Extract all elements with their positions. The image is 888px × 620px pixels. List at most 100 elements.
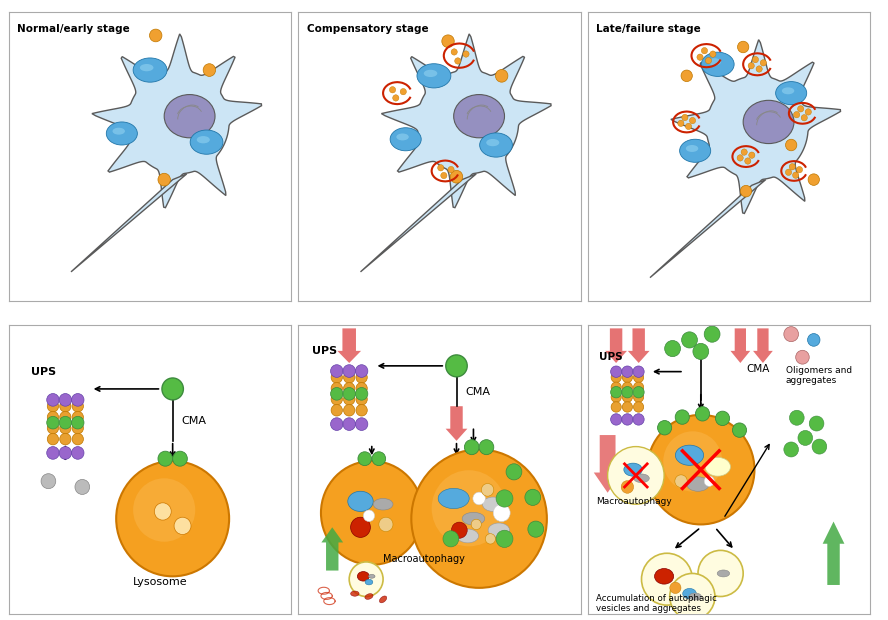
Circle shape bbox=[647, 415, 755, 525]
Circle shape bbox=[738, 41, 749, 53]
Circle shape bbox=[155, 503, 171, 520]
Circle shape bbox=[47, 446, 59, 459]
Polygon shape bbox=[753, 329, 773, 363]
Ellipse shape bbox=[487, 139, 499, 146]
Circle shape bbox=[611, 392, 622, 402]
Circle shape bbox=[75, 479, 90, 494]
Circle shape bbox=[72, 433, 83, 445]
Circle shape bbox=[682, 332, 697, 348]
Circle shape bbox=[496, 490, 513, 507]
Circle shape bbox=[344, 404, 355, 416]
Circle shape bbox=[756, 66, 762, 72]
Text: CMA: CMA bbox=[181, 415, 206, 425]
Circle shape bbox=[330, 388, 343, 400]
Circle shape bbox=[633, 386, 644, 398]
Circle shape bbox=[72, 412, 83, 423]
Ellipse shape bbox=[369, 574, 375, 578]
Circle shape bbox=[808, 174, 820, 185]
Circle shape bbox=[527, 521, 543, 537]
Circle shape bbox=[41, 474, 56, 489]
Polygon shape bbox=[92, 34, 262, 208]
Circle shape bbox=[72, 416, 84, 429]
Ellipse shape bbox=[775, 82, 806, 105]
Circle shape bbox=[784, 442, 798, 457]
Ellipse shape bbox=[634, 474, 649, 482]
Ellipse shape bbox=[365, 594, 373, 600]
Circle shape bbox=[451, 522, 467, 538]
Circle shape bbox=[72, 394, 84, 406]
Text: Oligomers and
aggregates: Oligomers and aggregates bbox=[786, 366, 852, 385]
Text: Macroautophagy: Macroautophagy bbox=[597, 497, 672, 507]
Circle shape bbox=[331, 394, 343, 405]
Circle shape bbox=[689, 117, 695, 124]
Circle shape bbox=[443, 531, 459, 547]
Polygon shape bbox=[446, 406, 467, 441]
Circle shape bbox=[162, 378, 184, 400]
Circle shape bbox=[633, 382, 644, 392]
Circle shape bbox=[695, 407, 710, 421]
Circle shape bbox=[670, 574, 715, 619]
Circle shape bbox=[704, 326, 720, 342]
Ellipse shape bbox=[708, 58, 721, 66]
Circle shape bbox=[611, 372, 622, 383]
Circle shape bbox=[343, 418, 355, 430]
Circle shape bbox=[47, 416, 59, 429]
Ellipse shape bbox=[379, 596, 386, 603]
Circle shape bbox=[801, 115, 807, 121]
Circle shape bbox=[400, 89, 407, 95]
Ellipse shape bbox=[686, 145, 698, 152]
Circle shape bbox=[641, 553, 693, 605]
Ellipse shape bbox=[482, 497, 504, 511]
Ellipse shape bbox=[438, 489, 469, 508]
Circle shape bbox=[716, 411, 730, 425]
Circle shape bbox=[622, 386, 633, 398]
Circle shape bbox=[440, 172, 447, 179]
Circle shape bbox=[611, 366, 622, 378]
Circle shape bbox=[622, 414, 633, 425]
Circle shape bbox=[411, 450, 547, 588]
Ellipse shape bbox=[488, 523, 510, 538]
Circle shape bbox=[133, 478, 195, 542]
Circle shape bbox=[633, 414, 644, 425]
Circle shape bbox=[455, 58, 461, 64]
Circle shape bbox=[203, 64, 216, 76]
Circle shape bbox=[356, 371, 368, 383]
Ellipse shape bbox=[351, 591, 359, 596]
Text: Macroautophagy: Macroautophagy bbox=[383, 554, 465, 564]
Circle shape bbox=[344, 394, 355, 405]
Circle shape bbox=[158, 451, 172, 466]
Ellipse shape bbox=[417, 64, 451, 88]
Circle shape bbox=[733, 423, 747, 437]
Ellipse shape bbox=[705, 458, 731, 476]
Ellipse shape bbox=[390, 128, 421, 151]
Circle shape bbox=[116, 461, 229, 577]
Circle shape bbox=[611, 386, 622, 398]
Text: CMA: CMA bbox=[746, 363, 769, 374]
Circle shape bbox=[363, 510, 375, 521]
Circle shape bbox=[657, 420, 671, 435]
Circle shape bbox=[675, 475, 687, 487]
Circle shape bbox=[633, 366, 644, 378]
Circle shape bbox=[664, 340, 680, 356]
Circle shape bbox=[705, 58, 711, 64]
Circle shape bbox=[678, 120, 684, 126]
Ellipse shape bbox=[190, 130, 223, 154]
Circle shape bbox=[355, 365, 368, 378]
Circle shape bbox=[331, 371, 343, 383]
Circle shape bbox=[47, 433, 59, 445]
Polygon shape bbox=[337, 329, 361, 363]
Circle shape bbox=[172, 451, 187, 466]
Text: UPS: UPS bbox=[599, 352, 622, 362]
Circle shape bbox=[356, 383, 368, 394]
Circle shape bbox=[496, 530, 513, 547]
Circle shape bbox=[633, 372, 644, 383]
Circle shape bbox=[448, 166, 454, 173]
Ellipse shape bbox=[197, 136, 210, 143]
Circle shape bbox=[704, 476, 714, 486]
Text: Normal/early stage: Normal/early stage bbox=[18, 24, 131, 34]
Circle shape bbox=[741, 149, 748, 155]
Circle shape bbox=[331, 404, 343, 416]
Polygon shape bbox=[606, 329, 627, 363]
Circle shape bbox=[525, 489, 541, 505]
Circle shape bbox=[794, 112, 800, 118]
